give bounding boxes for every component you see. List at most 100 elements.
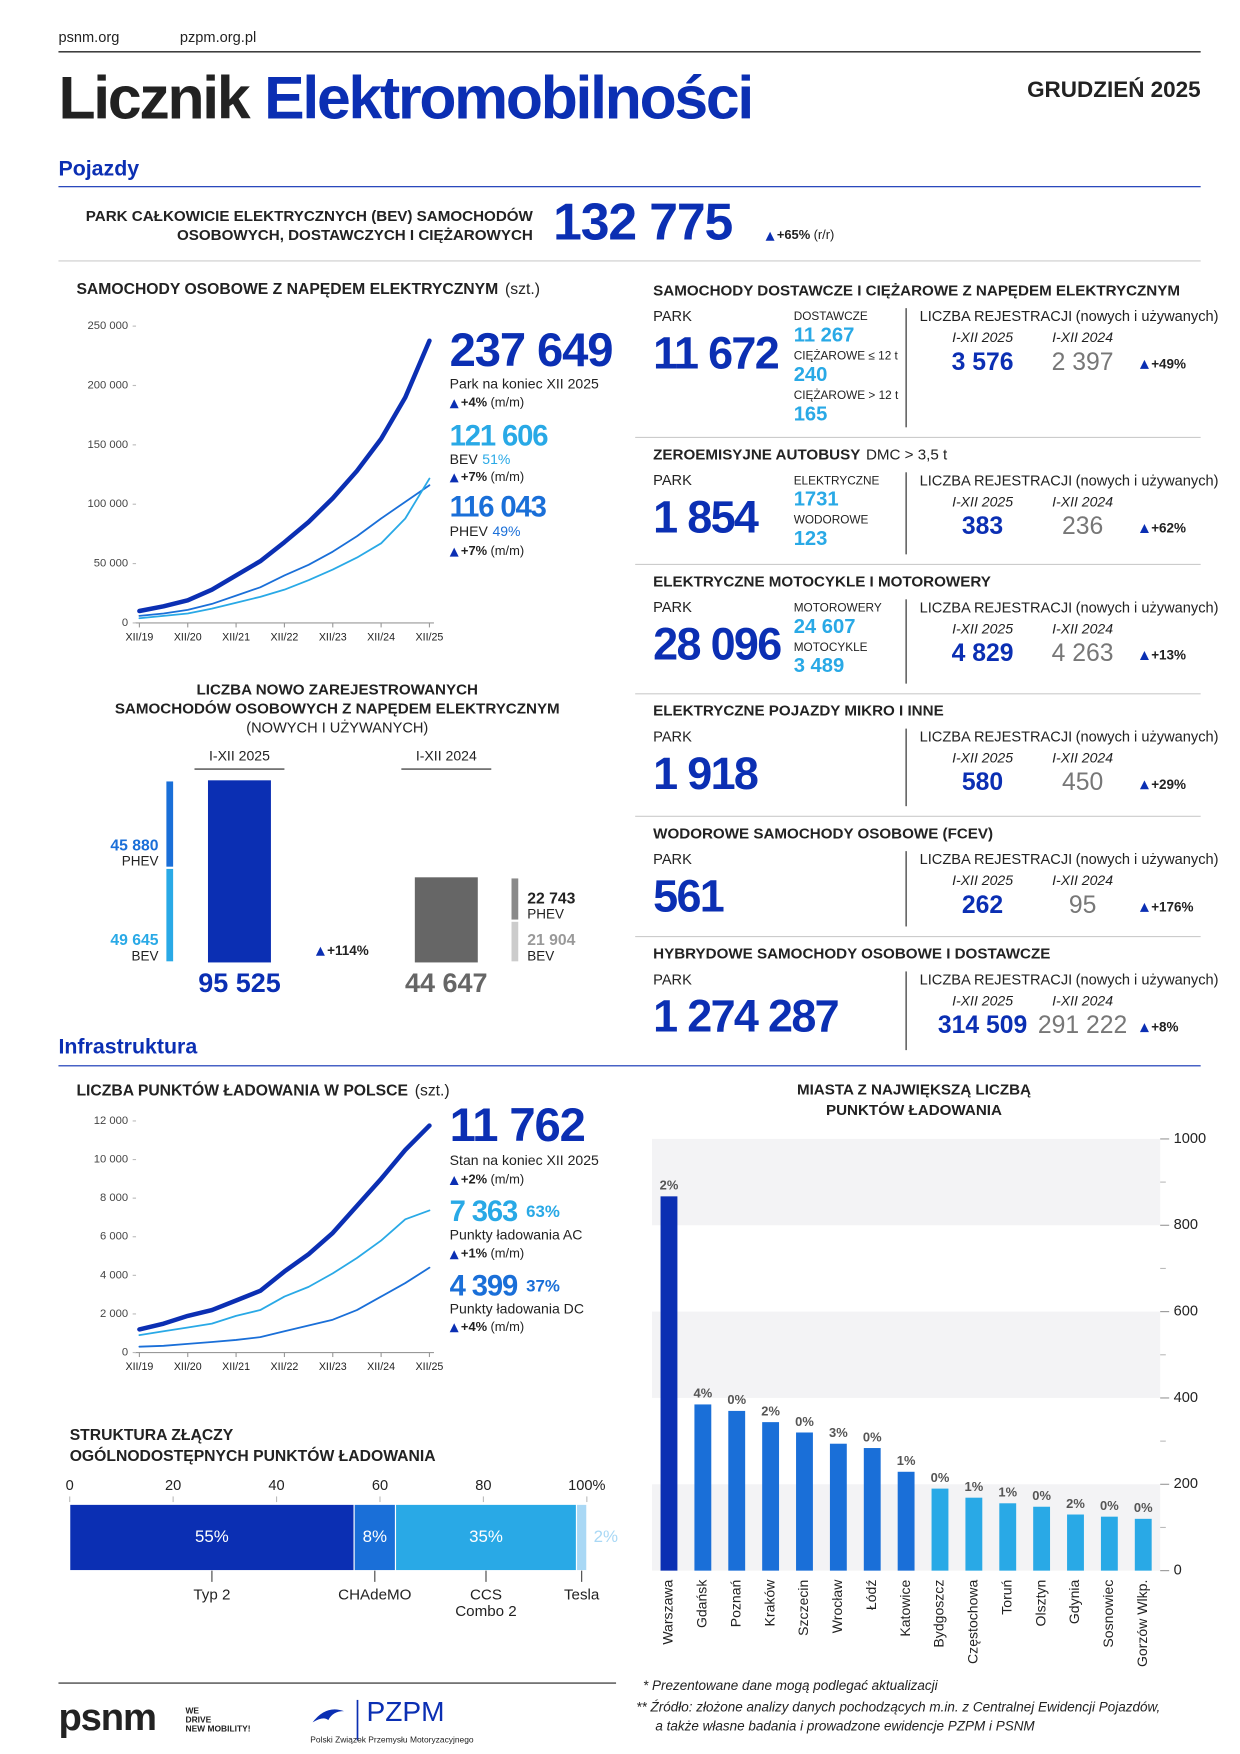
x-tick-label: Szczecin bbox=[795, 1580, 811, 1636]
callout-value: 121 606 bbox=[450, 420, 549, 452]
change-label: 0% bbox=[1032, 1488, 1051, 1503]
reg-label: LICZBA REJESTRACJI (nowych i używanych) bbox=[920, 972, 1219, 988]
change-part: (m/m) bbox=[491, 1246, 525, 1261]
panel-title: ELEKTRYCZNE POJAZDY MIKRO I INNE bbox=[653, 703, 944, 720]
change-part: +8% bbox=[1151, 1019, 1178, 1034]
segment-label: 35% bbox=[469, 1527, 503, 1546]
reg-value: 4 263 bbox=[1052, 640, 1114, 667]
x-tick-label: XII/21 bbox=[222, 1361, 250, 1373]
breakdown-value: 11 267 bbox=[794, 325, 855, 347]
x-tick-label: XII/22 bbox=[271, 1361, 299, 1373]
bar bbox=[1100, 1516, 1118, 1571]
change-part: (r/r) bbox=[814, 228, 835, 243]
x-tick-label: XII/22 bbox=[271, 631, 299, 643]
breakdown-label: ELEKTRYCZNE bbox=[794, 473, 880, 487]
line-series bbox=[138, 477, 431, 620]
bar bbox=[660, 1196, 678, 1571]
x-tick-label: Bydgoszcz bbox=[931, 1580, 947, 1648]
segment-value: 22 743 bbox=[527, 890, 575, 907]
y-tick-label: 600 bbox=[1174, 1303, 1198, 1319]
bar bbox=[863, 1448, 881, 1571]
reg-value: 262 bbox=[962, 892, 1003, 919]
y-tick-label: 0 bbox=[122, 617, 128, 629]
change-part: (m/m) bbox=[491, 1172, 525, 1187]
reg-value: 580 bbox=[962, 769, 1003, 796]
change-label: 0% bbox=[863, 1429, 882, 1444]
change-part: +176% bbox=[1151, 899, 1193, 914]
reg-label-part: (nowych i używanych) bbox=[1076, 473, 1219, 489]
y-tick-label: 4 000 bbox=[100, 1269, 128, 1281]
park-label: PARK bbox=[653, 309, 692, 325]
chart-title-part: SAMOCHODY OSOBOWE Z NAPĘDEM ELEKTRYCZNYM bbox=[76, 281, 498, 298]
change-part: +29% bbox=[1151, 776, 1186, 791]
x-tick-label: Gdańsk bbox=[694, 1579, 710, 1628]
bar bbox=[965, 1497, 983, 1571]
fleet-value: 132 775 bbox=[553, 193, 732, 251]
y-tick-label: 1000 bbox=[1174, 1131, 1207, 1147]
chart-title: PUNKTÓW ŁADOWANIA bbox=[826, 1101, 1002, 1119]
bar-segment bbox=[394, 1503, 578, 1572]
reg-label-part: (nowych i używanych) bbox=[1076, 972, 1219, 988]
panel-title: HYBRYDOWE SAMOCHODY OSOBOWE I DOSTAWCZE bbox=[653, 946, 1050, 963]
pzpm-logo: PZPM bbox=[366, 1696, 444, 1727]
panel-title-part: DMC > 3,5 t bbox=[866, 446, 948, 463]
park-value: 1 274 287 bbox=[653, 991, 838, 1042]
change-label: 0% bbox=[931, 1470, 950, 1485]
reg-period: I-XII 2025 bbox=[952, 993, 1013, 1009]
callout-value-part: 7 363 bbox=[450, 1196, 518, 1228]
panel-title-part: SAMOCHODY DOSTAWCZE I CIĘŻAROWE Z NAPĘDE… bbox=[653, 282, 1180, 299]
reg-label-part: (nowych i używanych) bbox=[1076, 729, 1219, 745]
bar-segment bbox=[69, 1503, 355, 1572]
panel-title: ELEKTRYCZNE MOTOCYKLE I MOTOROWERY bbox=[653, 573, 991, 590]
up-arrow bbox=[1139, 651, 1149, 661]
segment-name: PHEV bbox=[527, 907, 564, 922]
panel-title-part: WODOROWE SAMOCHODY OSOBOWE (FCEV) bbox=[653, 825, 993, 842]
callout-name: PHEV 49% bbox=[450, 523, 521, 539]
x-tick-label: Gorzów Wlkp. bbox=[1134, 1580, 1150, 1667]
x-tick-label: Poznań bbox=[727, 1580, 743, 1628]
x-tick-label: XII/19 bbox=[125, 631, 153, 643]
breakdown-label: MOTOCYKLE bbox=[794, 640, 868, 654]
change: +4% (m/m) bbox=[461, 395, 524, 410]
callout-name-part: PHEV bbox=[450, 523, 489, 539]
x-tick-label: Olsztyn bbox=[1032, 1580, 1048, 1627]
up-arrow bbox=[449, 1323, 459, 1333]
reg-label-part: LICZBA REJESTRACJI bbox=[920, 473, 1073, 489]
x-tick-label: Toruń bbox=[998, 1580, 1014, 1615]
x-tick-label: Warszawa bbox=[660, 1579, 676, 1644]
reg-label-part: LICZBA REJESTRACJI bbox=[920, 600, 1073, 616]
y-tick-label: 6 000 bbox=[100, 1231, 128, 1243]
y-tick-label: 250 000 bbox=[88, 320, 129, 332]
change-part: (m/m) bbox=[491, 1319, 525, 1334]
change: +49% bbox=[1151, 356, 1186, 371]
y-tick-label: 10 000 bbox=[94, 1154, 128, 1166]
page-title-part: Elektromobilności bbox=[264, 63, 752, 131]
x-tick-label: Wrocław bbox=[829, 1579, 845, 1633]
reg-period: I-XII 2025 bbox=[952, 493, 1013, 509]
park-label: PARK bbox=[653, 600, 692, 616]
x-tick-label: 40 bbox=[268, 1478, 284, 1494]
reg-value: 291 222 bbox=[1038, 1012, 1127, 1039]
column-header: I-XII 2025 bbox=[209, 747, 270, 763]
callout-name-part: 49% bbox=[492, 523, 520, 539]
reg-value: 383 bbox=[962, 513, 1003, 540]
line-series bbox=[138, 484, 431, 617]
segment-label: 55% bbox=[195, 1527, 229, 1546]
category-label: Typ 2 bbox=[193, 1586, 230, 1603]
reg-label: LICZBA REJESTRACJI (nowych i używanych) bbox=[920, 473, 1219, 489]
reg-period: I-XII 2024 bbox=[1052, 750, 1113, 766]
section-title: Infrastruktura bbox=[58, 1035, 197, 1059]
change-label: 4% bbox=[694, 1386, 713, 1401]
chart-title: MIASTA Z NAJWIĘKSZĄ LICZBĄ bbox=[797, 1082, 1031, 1099]
change-part: +49% bbox=[1151, 356, 1186, 371]
breakdown-value: 123 bbox=[794, 528, 828, 550]
callout-value-part: 63% bbox=[526, 1203, 560, 1222]
psnm-logo: psnm bbox=[58, 1696, 155, 1739]
stack-segment bbox=[511, 878, 519, 920]
date: GRUDZIEŃ 2025 bbox=[1027, 77, 1201, 102]
x-tick-label: XII/25 bbox=[416, 631, 444, 643]
callout-value: 237 649 bbox=[450, 325, 613, 378]
reg-label-part: LICZBA REJESTRACJI bbox=[920, 729, 1073, 745]
segment-label: 8% bbox=[363, 1527, 387, 1546]
